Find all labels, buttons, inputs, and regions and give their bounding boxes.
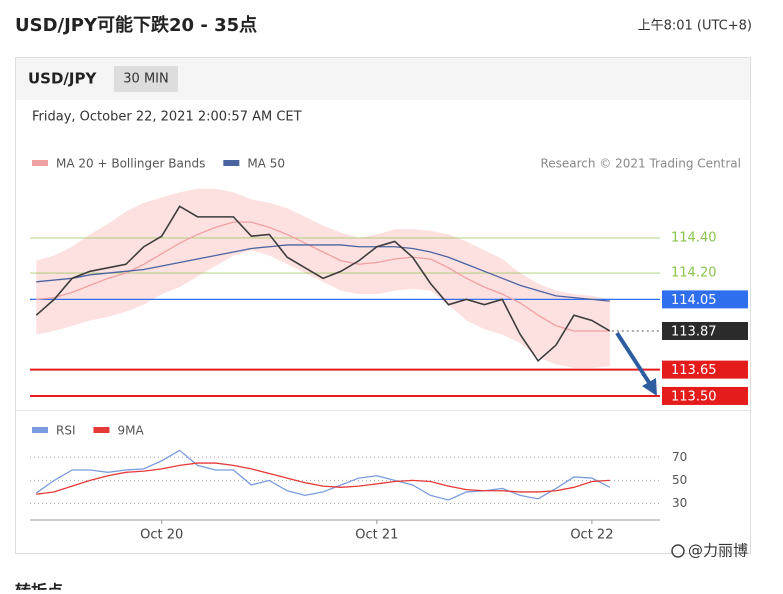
legend-swatch (32, 427, 48, 433)
watermark-icon (671, 544, 685, 558)
level-badge (662, 321, 748, 340)
watermark: @力丽博 (688, 542, 748, 560)
chart: MA 20 + Bollinger Bands MA 50 Research © 2… (30, 157, 748, 543)
credit: Research © 2021 Trading Central (540, 157, 741, 171)
timestamp: Friday, October 22, 2021 2:00:57 AM CET (32, 110, 302, 125)
next-heading: 转折点 (15, 582, 63, 591)
legend-swatch (223, 160, 240, 166)
legend-swatch (32, 160, 48, 166)
level-label: 114.20 (671, 266, 717, 281)
forecast-arrowhead (642, 378, 657, 396)
legend-swatch (93, 427, 110, 433)
post-time: 上午8:01 (UTC+8) (638, 19, 752, 34)
interval-badge (114, 66, 178, 92)
x-tick-label: Oct 22 (570, 528, 613, 543)
page-title: USD/JPY可能下跌20 - 35点 (15, 14, 257, 36)
forecast-arrow (615, 331, 652, 386)
legend-label: RSI (56, 424, 76, 438)
symbol: USD/JPY (28, 70, 97, 88)
x-tick-label: Oct 21 (355, 528, 398, 543)
rsi-line (36, 462, 610, 495)
level-badge (662, 360, 748, 379)
x-tick-label: Oct 20 (140, 528, 183, 543)
ma-line (36, 244, 610, 302)
rsi-line (35, 449, 611, 501)
legend-label: 9MA (118, 424, 145, 438)
level-badge (662, 386, 748, 405)
level-badge (662, 290, 748, 309)
interval: 30 MIN (123, 72, 168, 87)
legend-label: MA 50 (247, 157, 285, 171)
y-tick-label: 30 (672, 496, 687, 510)
level-label: 114.40 (671, 230, 717, 245)
y-tick-label: 50 (672, 473, 687, 487)
legend-label: MA 20 + Bollinger Bands (56, 157, 205, 171)
level-label: 114.05 (671, 293, 717, 308)
level-label: 113.50 (671, 389, 717, 404)
level-label: 113.65 (671, 363, 717, 378)
price-line (35, 205, 611, 363)
y-tick-label: 70 (672, 450, 687, 464)
level-label: 113.87 (671, 324, 717, 339)
